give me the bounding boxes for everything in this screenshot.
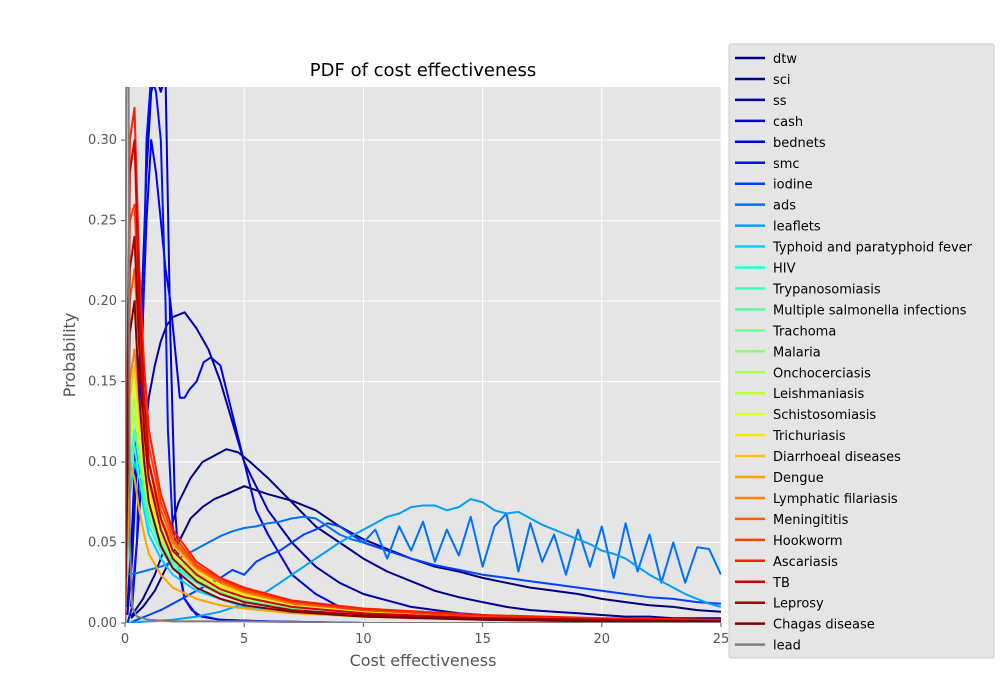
series-line-leprosy <box>125 235 721 623</box>
legend-label: Diarrhoeal diseases <box>773 450 901 465</box>
x-tick-label: 0 <box>121 632 129 647</box>
legend-label: bednets <box>773 136 826 151</box>
legend-label: lead <box>773 639 801 654</box>
legend-label: Onchocerciasis <box>773 366 871 381</box>
x-axis-ticks: 0 5 10 15 20 25 <box>121 623 729 647</box>
legend-label: Dengue <box>773 471 824 486</box>
series-line-leaflets <box>125 498 721 623</box>
legend-box <box>728 43 995 659</box>
legend-label: dtw <box>773 52 797 67</box>
y-tick-label: 0.00 <box>88 616 117 631</box>
y-tick-label: 0.10 <box>88 455 117 470</box>
legend-label: Ascariasis <box>773 555 838 570</box>
legend-label: ads <box>773 199 796 214</box>
series-line-sci <box>130 448 721 620</box>
y-tick-label: 0.25 <box>88 214 117 229</box>
x-tick-label: 15 <box>474 632 491 647</box>
x-axis-label: Cost effectiveness <box>350 651 497 670</box>
x-tick-label: 10 <box>355 632 372 647</box>
legend-label: Trachoma <box>772 324 836 339</box>
y-tick-label: 0.05 <box>88 536 117 551</box>
chart-title: PDF of cost effectiveness <box>310 60 536 81</box>
y-axis-ticks: 0.00 0.05 0.10 0.15 0.20 0.25 0.30 <box>88 133 125 631</box>
legend-label: smc <box>773 157 800 172</box>
legend-label: Meningititis <box>773 513 849 528</box>
legend-label: ss <box>773 94 787 109</box>
legend-label: Hookworm <box>773 534 843 549</box>
legend-label: Multiple salmonella infections <box>773 303 967 318</box>
legend-label: Leishmaniasis <box>773 387 864 402</box>
series-lines <box>125 87 721 623</box>
legend-label: sci <box>773 73 791 88</box>
legend-label: leaflets <box>773 220 821 235</box>
series-line-iodine <box>129 522 721 623</box>
legend-label: Trichuriasis <box>772 429 846 444</box>
legend-label: HIV <box>773 262 796 277</box>
legend-label: iodine <box>773 178 813 193</box>
y-tick-label: 0.30 <box>88 133 117 148</box>
x-tick-label: 25 <box>713 632 730 647</box>
x-tick-label: 20 <box>594 632 611 647</box>
series-line-ads <box>125 512 721 584</box>
y-tick-label: 0.20 <box>88 294 117 309</box>
y-tick-label: 0.15 <box>88 375 117 390</box>
legend-label: cash <box>773 115 803 130</box>
series-line-chagas-disease <box>125 300 721 623</box>
series-line-dtw <box>130 485 721 619</box>
grid-lines <box>124 87 722 624</box>
series-line-lead <box>125 87 721 623</box>
legend-label: Lymphatic filariasis <box>773 492 898 507</box>
legend: dtw sci ss cash bednets smc iodine ads leaflets T… <box>735 52 973 654</box>
x-tick-label: 5 <box>240 632 248 647</box>
legend-label: Malaria <box>773 345 821 360</box>
y-axis-label: Probability <box>60 313 79 398</box>
legend-label: Chagas disease <box>773 618 875 633</box>
legend-label: Trypanosomiasis <box>772 282 881 297</box>
legend-label: Leprosy <box>773 597 824 612</box>
legend-label: Schistosomiasis <box>773 408 876 423</box>
legend-label: TB <box>772 576 790 591</box>
series-line-hookworm <box>125 203 721 623</box>
legend-label: Typhoid and paratyphoid fever <box>772 241 973 256</box>
